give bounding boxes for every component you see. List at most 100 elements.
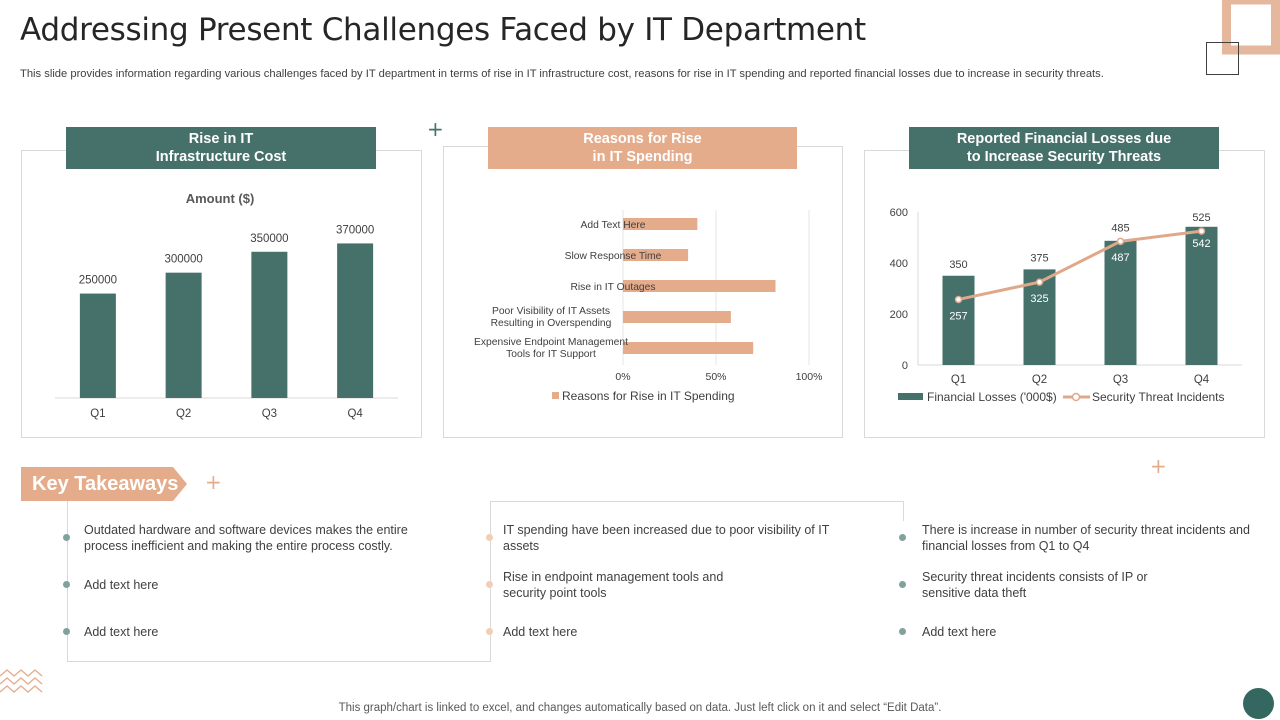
takeaway-text: Add text here	[503, 625, 578, 639]
bar[interactable]	[623, 249, 689, 261]
bar[interactable]	[942, 275, 975, 365]
panel-header-it-spending: Reasons for Rise in IT Spending	[488, 127, 797, 169]
x-tick-label: 100%	[796, 371, 823, 383]
y-tick-label: 600	[890, 207, 908, 219]
bar[interactable]	[623, 342, 754, 354]
panel-header-line: Infrastructure Cost	[155, 149, 287, 165]
legend-label: Reasons for Rise in IT Spending	[562, 389, 735, 403]
zigzag-decoration	[0, 669, 43, 693]
decorative-outline-square	[1206, 42, 1239, 75]
line-data-label: 485	[1111, 222, 1129, 234]
takeaways-frame-top	[490, 501, 904, 502]
data-label: 350000	[250, 233, 288, 245]
line-point[interactable]	[1116, 237, 1125, 246]
plus-icon: +	[205, 470, 222, 494]
decorative-circle	[1243, 688, 1274, 719]
x-tick-label: 50%	[705, 371, 726, 383]
bullet-dot	[486, 628, 493, 635]
y-category-label-line: Add Text Here	[580, 220, 645, 231]
bar-data-label: 542	[1192, 238, 1210, 250]
takeaways-frame-bottom	[67, 661, 491, 662]
bullet-dot	[63, 581, 70, 588]
page-title: Addressing Present Challenges Faced by I…	[20, 12, 866, 48]
y-category-label-line: Rise in IT Outages	[570, 282, 655, 293]
legend-swatch-bars	[898, 393, 923, 400]
infrastructure-cost-chart[interactable]: Amount ($) 250000 Q1 300000 Q2 350000 Q3 37000…	[21, 170, 422, 438]
y-category-label: Poor Visibility of IT Assets Resulting in…	[491, 306, 612, 329]
bar[interactable]	[1185, 226, 1218, 365]
line-data-label: 525	[1192, 212, 1210, 224]
series-line[interactable]	[958, 229, 1202, 301]
x-tick-label: Q3	[1113, 374, 1128, 386]
bar[interactable]	[623, 311, 731, 323]
y-tick-label: 400	[890, 258, 908, 270]
page-subtitle: This slide provides information regardin…	[20, 68, 1104, 80]
bar[interactable]	[165, 272, 202, 398]
x-tick-label: Q3	[262, 408, 277, 420]
panel-header-financial-losses: Reported Financial Losses due to Increas…	[909, 127, 1219, 169]
bullet-dot	[486, 534, 493, 541]
x-tick-label: Q4	[347, 408, 363, 420]
takeaway-text: Rise in endpoint management tools and se…	[503, 570, 724, 600]
bar[interactable]	[79, 293, 116, 398]
key-takeaways-banner: Key Takeaways	[21, 467, 187, 501]
line-point[interactable]	[954, 295, 963, 304]
x-tick-label: Q1	[90, 408, 105, 420]
plus-icon: +	[427, 117, 444, 141]
legend-label-line: Security Threat Incidents	[1092, 390, 1225, 404]
panel-header-line: in IT Spending	[592, 149, 693, 165]
x-tick-label: Q2	[1032, 374, 1047, 386]
bar[interactable]	[1104, 240, 1137, 365]
footer-note: This graph/chart is linked to excel, and…	[338, 702, 942, 714]
takeaway-text: IT spending have been increased due to p…	[503, 523, 830, 553]
bar[interactable]	[623, 280, 776, 292]
y-tick-label: 200	[890, 309, 908, 321]
x-tick-label: Q1	[951, 374, 966, 386]
line-data-label: 257	[949, 310, 967, 322]
chart-title: Amount ($)	[186, 191, 255, 206]
bar[interactable]	[623, 218, 698, 230]
panel-header-line: Reported Financial Losses due	[956, 131, 1172, 147]
takeaway-text: Add text here	[84, 625, 159, 639]
x-tick-label: 0%	[615, 371, 630, 383]
legend-swatch-marker	[1071, 392, 1081, 402]
line-point[interactable]	[1197, 227, 1206, 235]
takeaway-text: There is increase in number of security …	[922, 523, 1250, 553]
bullet-dot	[899, 628, 906, 635]
x-tick-label: Q4	[1194, 374, 1210, 386]
decorative-corner-square	[1222, 0, 1280, 55]
bar-data-label: 350	[949, 259, 967, 271]
bar-data-label: 375	[1030, 252, 1048, 264]
legend: Reasons for Rise in IT Spending	[552, 389, 735, 403]
takeaway-text: Outdated hardware and software devices m…	[84, 523, 408, 553]
y-category-label-line: Slow Response Time	[565, 251, 662, 262]
panel-header-line: Rise in IT	[188, 131, 254, 147]
y-category-label: Add Text Here	[580, 220, 645, 231]
y-category-label-line: Expensive Endpoint Management	[474, 337, 628, 348]
bullet-dot	[63, 628, 70, 635]
panel-header-line: Reasons for Rise	[583, 131, 702, 147]
y-category-label-line: Poor Visibility of IT Assets	[492, 306, 610, 317]
it-spending-chart[interactable]: Reasons for Rise in IT Spending 0% 50% 100…	[443, 170, 843, 438]
bullet-dot	[899, 581, 906, 588]
legend-swatch	[552, 392, 559, 399]
takeaway-text: Security threat incidents consists of IP…	[922, 570, 1148, 600]
plus-icon: +	[1150, 454, 1167, 478]
panel-header-line: to Increase Security Threats	[966, 149, 1162, 165]
y-category-label-line: Resulting in Overspending	[491, 318, 612, 329]
y-category-label: Rise in IT Outages	[570, 282, 655, 293]
takeaway-text: Add text here	[84, 578, 159, 592]
financial-losses-chart[interactable]: Financial Losses ('000$) Security Threat…	[864, 170, 1265, 438]
data-label: 370000	[336, 224, 374, 236]
line-point[interactable]	[1035, 278, 1044, 286]
y-tick-label: 0	[902, 360, 908, 372]
y-category-label-line: Tools for IT Support	[506, 349, 596, 360]
line-data-label: 325	[1030, 293, 1048, 305]
y-category-label: Expensive Endpoint Management Tools for I…	[474, 337, 628, 360]
bar[interactable]	[251, 251, 288, 398]
data-label: 250000	[79, 275, 117, 287]
bar-data-label: 487	[1111, 252, 1129, 264]
takeaway-text: Add text here	[922, 625, 997, 639]
bullet-dot	[899, 534, 906, 541]
bar[interactable]	[337, 243, 374, 398]
